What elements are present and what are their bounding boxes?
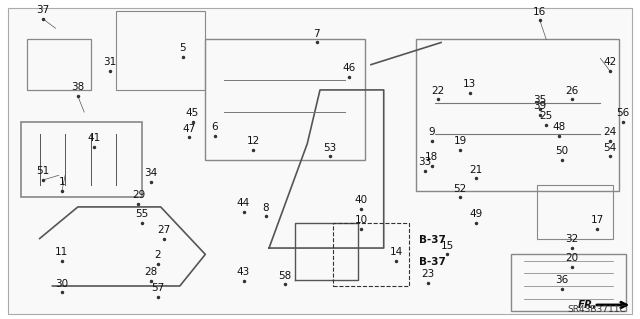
Text: 51: 51 — [36, 166, 49, 176]
Text: 10: 10 — [355, 215, 368, 225]
Text: B-37: B-37 — [419, 257, 445, 267]
Text: 37: 37 — [36, 5, 49, 15]
Text: 52: 52 — [454, 184, 467, 194]
Text: 24: 24 — [604, 127, 616, 137]
Text: 55: 55 — [135, 209, 148, 219]
Text: 58: 58 — [278, 271, 292, 281]
Text: 16: 16 — [533, 7, 547, 17]
Text: 44: 44 — [237, 198, 250, 208]
Text: 31: 31 — [103, 57, 116, 67]
Text: 39: 39 — [533, 101, 547, 111]
Text: 48: 48 — [552, 122, 566, 132]
Text: 38: 38 — [71, 82, 84, 93]
Text: 57: 57 — [151, 283, 164, 293]
Text: 12: 12 — [246, 136, 260, 146]
Text: 50: 50 — [556, 146, 569, 156]
Text: 9: 9 — [428, 127, 435, 137]
Text: 13: 13 — [463, 79, 476, 89]
Text: 53: 53 — [323, 143, 336, 152]
Text: 47: 47 — [183, 123, 196, 134]
Text: 41: 41 — [87, 133, 100, 143]
Text: 15: 15 — [441, 241, 454, 250]
Text: 8: 8 — [262, 203, 269, 213]
Text: 28: 28 — [145, 267, 158, 278]
Text: 11: 11 — [55, 247, 68, 257]
Text: FR.: FR. — [578, 300, 597, 310]
Text: 18: 18 — [425, 152, 438, 162]
Text: 34: 34 — [145, 168, 158, 178]
Text: 42: 42 — [604, 57, 616, 67]
Text: 29: 29 — [132, 190, 145, 200]
Text: 54: 54 — [604, 143, 616, 152]
Text: 25: 25 — [540, 111, 553, 121]
Text: 45: 45 — [186, 108, 199, 118]
Bar — [333, 223, 409, 286]
Text: 27: 27 — [157, 225, 170, 235]
Text: 36: 36 — [556, 275, 569, 286]
Text: 46: 46 — [342, 63, 355, 73]
Text: 40: 40 — [355, 195, 368, 205]
Text: 33: 33 — [419, 157, 432, 167]
Text: 17: 17 — [591, 215, 604, 225]
Text: 20: 20 — [565, 253, 579, 263]
Text: 30: 30 — [56, 278, 68, 288]
Text: 32: 32 — [565, 234, 579, 244]
Text: 23: 23 — [422, 269, 435, 279]
Text: 1: 1 — [59, 177, 65, 187]
Text: 19: 19 — [454, 136, 467, 146]
Text: 49: 49 — [470, 209, 483, 219]
Text: 7: 7 — [314, 29, 320, 39]
Text: 6: 6 — [212, 122, 218, 132]
Text: 35: 35 — [533, 95, 547, 105]
Text: SR43B3711C: SR43B3711C — [567, 306, 626, 315]
Text: 21: 21 — [470, 165, 483, 175]
Text: 2: 2 — [154, 250, 161, 260]
Text: 5: 5 — [180, 43, 186, 53]
Text: 56: 56 — [616, 108, 629, 118]
Text: 26: 26 — [565, 85, 579, 96]
Text: 14: 14 — [390, 247, 403, 257]
Text: 22: 22 — [431, 85, 445, 96]
Text: 43: 43 — [237, 267, 250, 278]
Text: B-37: B-37 — [419, 235, 445, 245]
